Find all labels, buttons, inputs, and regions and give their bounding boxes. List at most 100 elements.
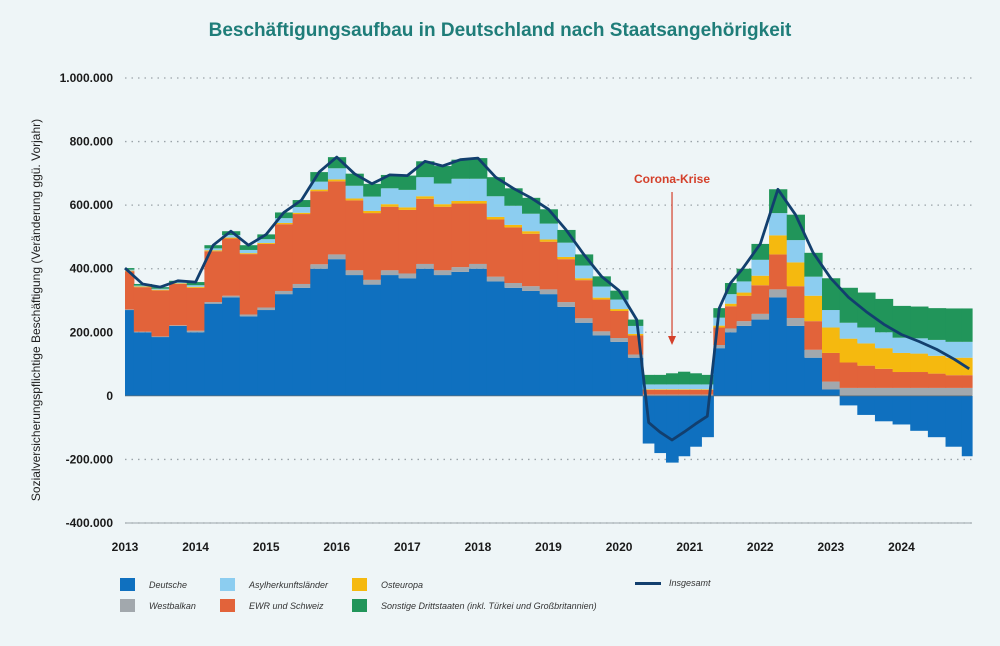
bar-segment-sonstige-drittstaaten-inkl-türkei-und-großbritannien: [654, 374, 667, 385]
bar-segment-osteuropa: [927, 355, 947, 374]
bar-segment-ewr-und-schweiz: [666, 389, 679, 395]
bar-segment-asylherkunftsländer: [125, 269, 135, 271]
bar-segment-westbalkan: [274, 290, 294, 295]
chart-title: Beschäftigungsaufbau in Deutschland nach…: [208, 20, 792, 41]
bar-segment-sonstige-drittstaaten-inkl-türkei-und-großbritannien: [627, 319, 644, 326]
y-tick-label: 200.000: [70, 325, 114, 339]
bar-segment-westbalkan: [125, 309, 135, 311]
bar-segment-sonstige-drittstaaten-inkl-türkei-und-großbritannien: [345, 173, 364, 186]
bar-segment-ewr-und-schweiz: [486, 219, 505, 277]
bar-segment-osteuropa: [804, 295, 823, 322]
bar-segment-westbalkan: [666, 394, 679, 396]
bar-segment-sonstige-drittstaaten-inkl-türkei-und-großbritannien: [186, 282, 206, 286]
legend-item-westbalkan: Westbalkan: [120, 599, 196, 612]
bar-segment-deutsche: [822, 389, 841, 396]
bar-segment-asylherkunftsländer: [961, 341, 973, 358]
bar-segment-westbalkan: [133, 331, 153, 333]
bar-segment-deutsche: [769, 297, 788, 396]
bar-segment-sonstige-drittstaaten-inkl-türkei-und-großbritannien: [574, 254, 594, 266]
bar-segment-deutsche: [804, 357, 823, 396]
bar-segment-deutsche: [592, 335, 611, 396]
bar-segment-ewr-und-schweiz: [186, 287, 206, 331]
legend-label-insgesamt: Insgesamt: [669, 578, 711, 588]
bar-segment-asylherkunftsländer: [539, 223, 558, 240]
bar-segment-asylherkunftsländer: [804, 276, 823, 296]
bar-segment-deutsche: [839, 395, 858, 406]
legend-swatch-sonstige-drittstaaten: [352, 599, 367, 612]
bar-segment-asylherkunftsländer: [416, 177, 435, 197]
bar-segment-westbalkan: [678, 394, 691, 396]
bar-segment-asylherkunftsländer: [504, 205, 523, 225]
bar-segment-osteuropa: [151, 289, 170, 291]
bar-segment-asylherkunftsländer: [522, 213, 541, 232]
legend-item-osteuropa: Osteuropa: [352, 578, 423, 591]
bar-segment-osteuropa: [186, 286, 206, 288]
bar-segment-osteuropa: [133, 286, 153, 288]
bar-segment-ewr-und-schweiz: [642, 389, 655, 395]
legend-label-ewr-schweiz: EWR und Schweiz: [249, 600, 324, 611]
bar-segment-asylherkunftsländer: [689, 384, 702, 390]
bar-segment-ewr-und-schweiz: [786, 286, 805, 318]
bar-segment-ewr-und-schweiz: [724, 306, 738, 329]
bar-segment-sonstige-drittstaaten-inkl-türkei-und-großbritannien: [469, 158, 488, 179]
bar-segment-deutsche: [363, 284, 382, 396]
bar-segment-westbalkan: [151, 336, 170, 338]
bar-segment-osteuropa: [654, 389, 667, 390]
bar-segment-deutsche: [274, 294, 294, 396]
bar-segment-sonstige-drittstaaten-inkl-türkei-und-großbritannien: [666, 373, 679, 385]
bar-segment-deutsche: [125, 310, 135, 396]
bar-segment-ewr-und-schweiz: [961, 375, 973, 388]
bar-segment-sonstige-drittstaaten-inkl-türkei-und-großbritannien: [857, 292, 876, 328]
bar-segment-osteuropa: [557, 256, 576, 260]
bar-segment-westbalkan: [292, 283, 311, 288]
bar-segment-westbalkan: [654, 394, 667, 396]
stacked-bars: [125, 157, 973, 463]
bar-segment-sonstige-drittstaaten-inkl-türkei-und-großbritannien: [451, 159, 470, 179]
bar-segment-sonstige-drittstaaten-inkl-türkei-und-großbritannien: [433, 166, 453, 184]
bar-segment-westbalkan: [169, 325, 188, 326]
bar-segment-asylherkunftsländer: [822, 310, 841, 328]
legend-swatch-asylherkunftslaender: [220, 578, 235, 591]
bar-segment-osteuropa: [627, 333, 644, 336]
bar-segment-westbalkan: [592, 331, 611, 336]
bar-segment-osteuropa: [345, 198, 364, 201]
bar-segment-osteuropa: [469, 201, 488, 204]
bar-segment-deutsche: [713, 348, 726, 396]
bar-segment-ewr-und-schweiz: [892, 372, 911, 388]
bar-segment-ewr-und-schweiz: [125, 271, 135, 310]
bar-segment-ewr-und-schweiz: [151, 290, 170, 337]
bar-segment-osteuropa: [204, 250, 223, 252]
legend-item-asylherkunftslaender: Asylherkunftsländer: [220, 578, 328, 591]
bar-segment-asylherkunftsländer: [574, 265, 594, 279]
y-tick-label: 800.000: [70, 135, 114, 149]
legend-item-sonstige-drittstaaten: Sonstige Drittstaaten (inkl. Türkei und …: [352, 599, 597, 612]
bar-segment-asylherkunftsländer: [839, 322, 858, 339]
bar-segment-osteuropa: [504, 224, 523, 228]
bar-segment-osteuropa: [522, 231, 541, 234]
chart-area: -400.000 -200.000 0 200.000 400.000 600.000 80…: [29, 71, 973, 554]
bar-segment-westbalkan: [574, 318, 594, 323]
bar-segment-ewr-und-schweiz: [874, 368, 894, 388]
bar-segment-asylherkunftsländer: [310, 181, 329, 190]
bar-segment-osteuropa: [713, 325, 726, 328]
bar-segment-asylherkunftsländer: [469, 178, 488, 202]
bar-segment-westbalkan: [892, 387, 911, 396]
bar-segment-sonstige-drittstaaten-inkl-türkei-und-großbritannien: [327, 157, 347, 169]
bar-segment-westbalkan: [257, 307, 276, 311]
bar-segment-deutsche: [469, 268, 488, 396]
annotation-label: Corona-Krise: [634, 172, 710, 186]
bar-segment-westbalkan: [769, 289, 788, 298]
x-tick-label: 2014: [182, 540, 209, 554]
bar-segment-sonstige-drittstaaten-inkl-türkei-und-großbritannien: [701, 374, 714, 385]
bar-segment-asylherkunftsländer: [786, 240, 805, 263]
bar-segment-sonstige-drittstaaten-inkl-türkei-und-großbritannien: [398, 175, 417, 190]
bar-segment-deutsche: [654, 395, 667, 454]
bar-segment-westbalkan: [345, 270, 364, 276]
bar-segment-osteuropa: [433, 204, 453, 207]
bar-segment-osteuropa: [257, 242, 276, 244]
bar-segment-osteuropa: [769, 235, 788, 255]
bar-segment-ewr-und-schweiz: [751, 285, 770, 314]
bar-segment-asylherkunftsländer: [257, 239, 276, 243]
bar-segment-westbalkan: [713, 345, 726, 349]
bar-segment-asylherkunftsländer: [133, 285, 153, 287]
